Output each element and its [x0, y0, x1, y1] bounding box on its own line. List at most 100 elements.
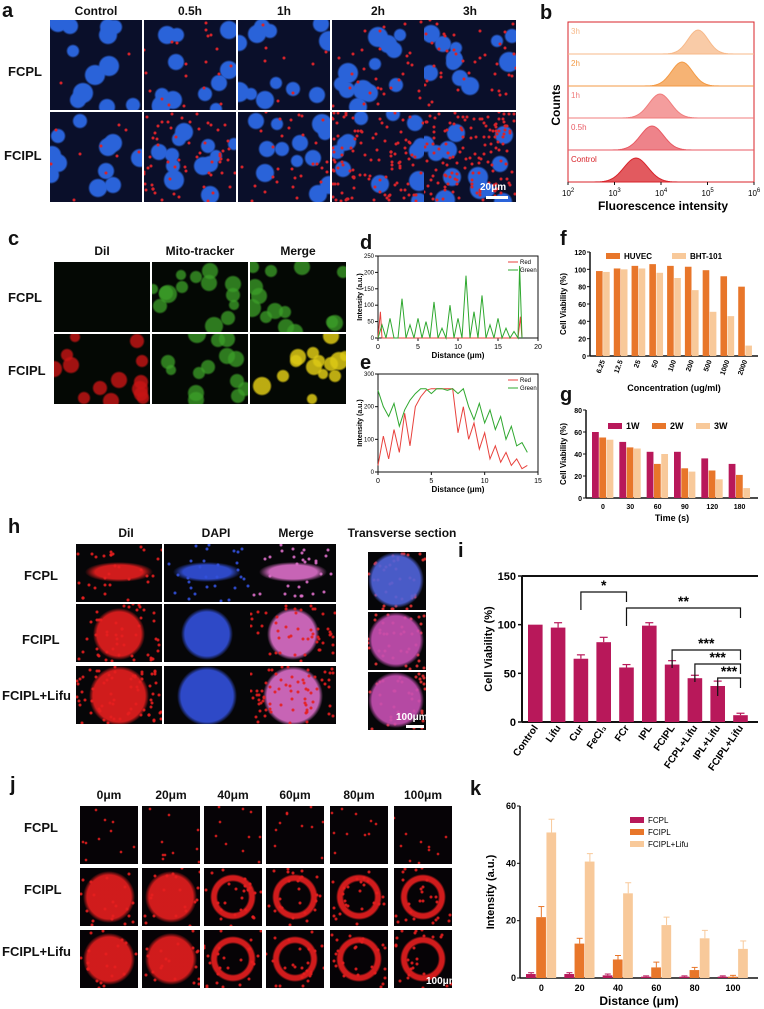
- x-tick-label: 100: [725, 983, 740, 993]
- legend-swatch: [696, 423, 710, 429]
- bar: [708, 470, 716, 498]
- y-tick-label: 0: [371, 470, 375, 476]
- micrograph-tile: [330, 930, 388, 988]
- x-tick-label: 50: [651, 359, 660, 369]
- scale-bar-label: 20μm: [318, 436, 345, 447]
- y-tick-label: 100: [364, 437, 375, 443]
- bar: [667, 265, 674, 356]
- y-tick-label: 0: [511, 973, 516, 983]
- micrograph-tile: [152, 334, 248, 404]
- x-axis-label: Concentration (ug/ml): [627, 383, 721, 393]
- transverse-section-tile: [368, 552, 426, 610]
- x-tick-label: 1000: [720, 359, 732, 376]
- col-header-depth: 60μm: [279, 788, 311, 802]
- col-header-3h: 3h: [462, 4, 477, 18]
- bar: [681, 468, 689, 498]
- significance-label: *: [601, 577, 607, 593]
- bar: [584, 861, 595, 978]
- x-tick-label: 105: [702, 188, 715, 198]
- x-tick-label: Cur: [567, 723, 586, 744]
- legend-label: Red: [520, 260, 531, 266]
- chart-k: 0 20 40 60 0 20 40 60 80 100 FCPL FCIPL FCIPL+Lifu Di…: [485, 801, 758, 1008]
- col-header-1h: 1h: [276, 4, 291, 18]
- panel-label-k: k: [470, 778, 482, 800]
- y-tick-label: 20: [506, 916, 516, 926]
- panel-b-histogram: 3h 2h 1h 0.5h Control Counts Fluorescence in…: [549, 21, 761, 213]
- micrograph-tile: [152, 262, 248, 332]
- x-tick-label: 80: [690, 983, 700, 993]
- bar: [642, 625, 657, 722]
- x-tick-label: IPL: [637, 723, 655, 742]
- micrograph-tile: [250, 604, 336, 662]
- col-header-transverse: Transverse section: [347, 526, 457, 540]
- legend-label: FCIPL+Lifu: [648, 840, 688, 849]
- series-line: [377, 265, 523, 340]
- x-tick-label: 90: [681, 504, 689, 511]
- legend-swatch: [630, 829, 644, 835]
- bar: [592, 432, 599, 498]
- row-label-fcipl: FCIPL: [8, 363, 46, 378]
- x-axis-label: Distance (μm): [432, 485, 485, 494]
- y-axis-label: Intensity (a.u.): [485, 854, 497, 929]
- x-tick-label: FeCl₃: [585, 723, 609, 751]
- row-label-fcipl: FCIPL: [22, 632, 60, 647]
- micrograph-tile: [332, 20, 424, 110]
- x-tick-label: 0: [376, 478, 380, 485]
- bar: [596, 271, 603, 356]
- legend-label: 3W: [714, 421, 728, 431]
- row-label-fcipl: FCIPL: [4, 148, 42, 163]
- x-tick-label: 120: [706, 504, 718, 511]
- scale-bar: [406, 725, 424, 728]
- legend-swatch: [608, 423, 622, 429]
- scale-bar: [434, 990, 452, 992]
- col-header-depth: 0μm: [96, 788, 122, 802]
- bar: [702, 270, 710, 356]
- micrograph-tile: [238, 20, 330, 110]
- bar: [715, 479, 723, 498]
- micrograph-tile: [80, 930, 138, 988]
- bar: [602, 975, 613, 978]
- micrograph-tile: [142, 930, 200, 988]
- legend-label: Red: [520, 378, 531, 384]
- bar: [674, 278, 681, 356]
- y-tick-label: 200: [364, 405, 375, 411]
- bar: [684, 266, 692, 356]
- panel-label-j: j: [10, 774, 16, 796]
- x-tick-label: 0: [376, 344, 380, 351]
- significance-label: ***: [710, 649, 727, 665]
- micrograph-tile: [204, 806, 262, 864]
- y-tick-label: 40: [506, 858, 516, 868]
- y-axis-label: Intensity (a.u.): [357, 399, 364, 446]
- bar: [536, 917, 546, 978]
- x-tick-label: 5: [416, 344, 420, 351]
- bar: [687, 678, 703, 722]
- x-tick-label: 25: [633, 359, 642, 369]
- col-header-dapi: DAPI: [201, 526, 231, 540]
- bar: [701, 458, 709, 498]
- micrograph-tile: [204, 930, 262, 988]
- x-tick-label: 6.25: [596, 359, 607, 374]
- y-tick-label: 120: [574, 250, 586, 257]
- micrograph-tile: [76, 666, 162, 724]
- legend-label: HUVEC: [624, 252, 652, 261]
- y-tick-label: 100: [364, 303, 375, 309]
- micrograph-tile: [54, 262, 150, 332]
- bar: [689, 970, 700, 978]
- micrograph-tile: [250, 262, 346, 332]
- y-tick-label: 200: [364, 270, 375, 276]
- x-tick-label: Lifu: [544, 723, 564, 744]
- bar: [692, 290, 699, 356]
- panel-label-a: a: [2, 0, 14, 22]
- x-tick-label: FCr: [613, 723, 632, 744]
- y-tick-label: 150: [364, 287, 375, 293]
- col-header-merge: Merge: [280, 244, 316, 258]
- scale-bar: [320, 452, 346, 455]
- y-tick-label: 20: [574, 474, 582, 481]
- panel-label-d: d: [360, 232, 373, 254]
- x-axis-label: Time (s): [655, 513, 689, 523]
- bar: [633, 448, 641, 498]
- micrograph-tile: [332, 112, 424, 202]
- y-axis-label: Intensity (a.u.): [357, 273, 364, 320]
- panel-b-ylabel: Counts: [549, 84, 563, 126]
- x-axis-label: Distance (μm): [432, 351, 485, 360]
